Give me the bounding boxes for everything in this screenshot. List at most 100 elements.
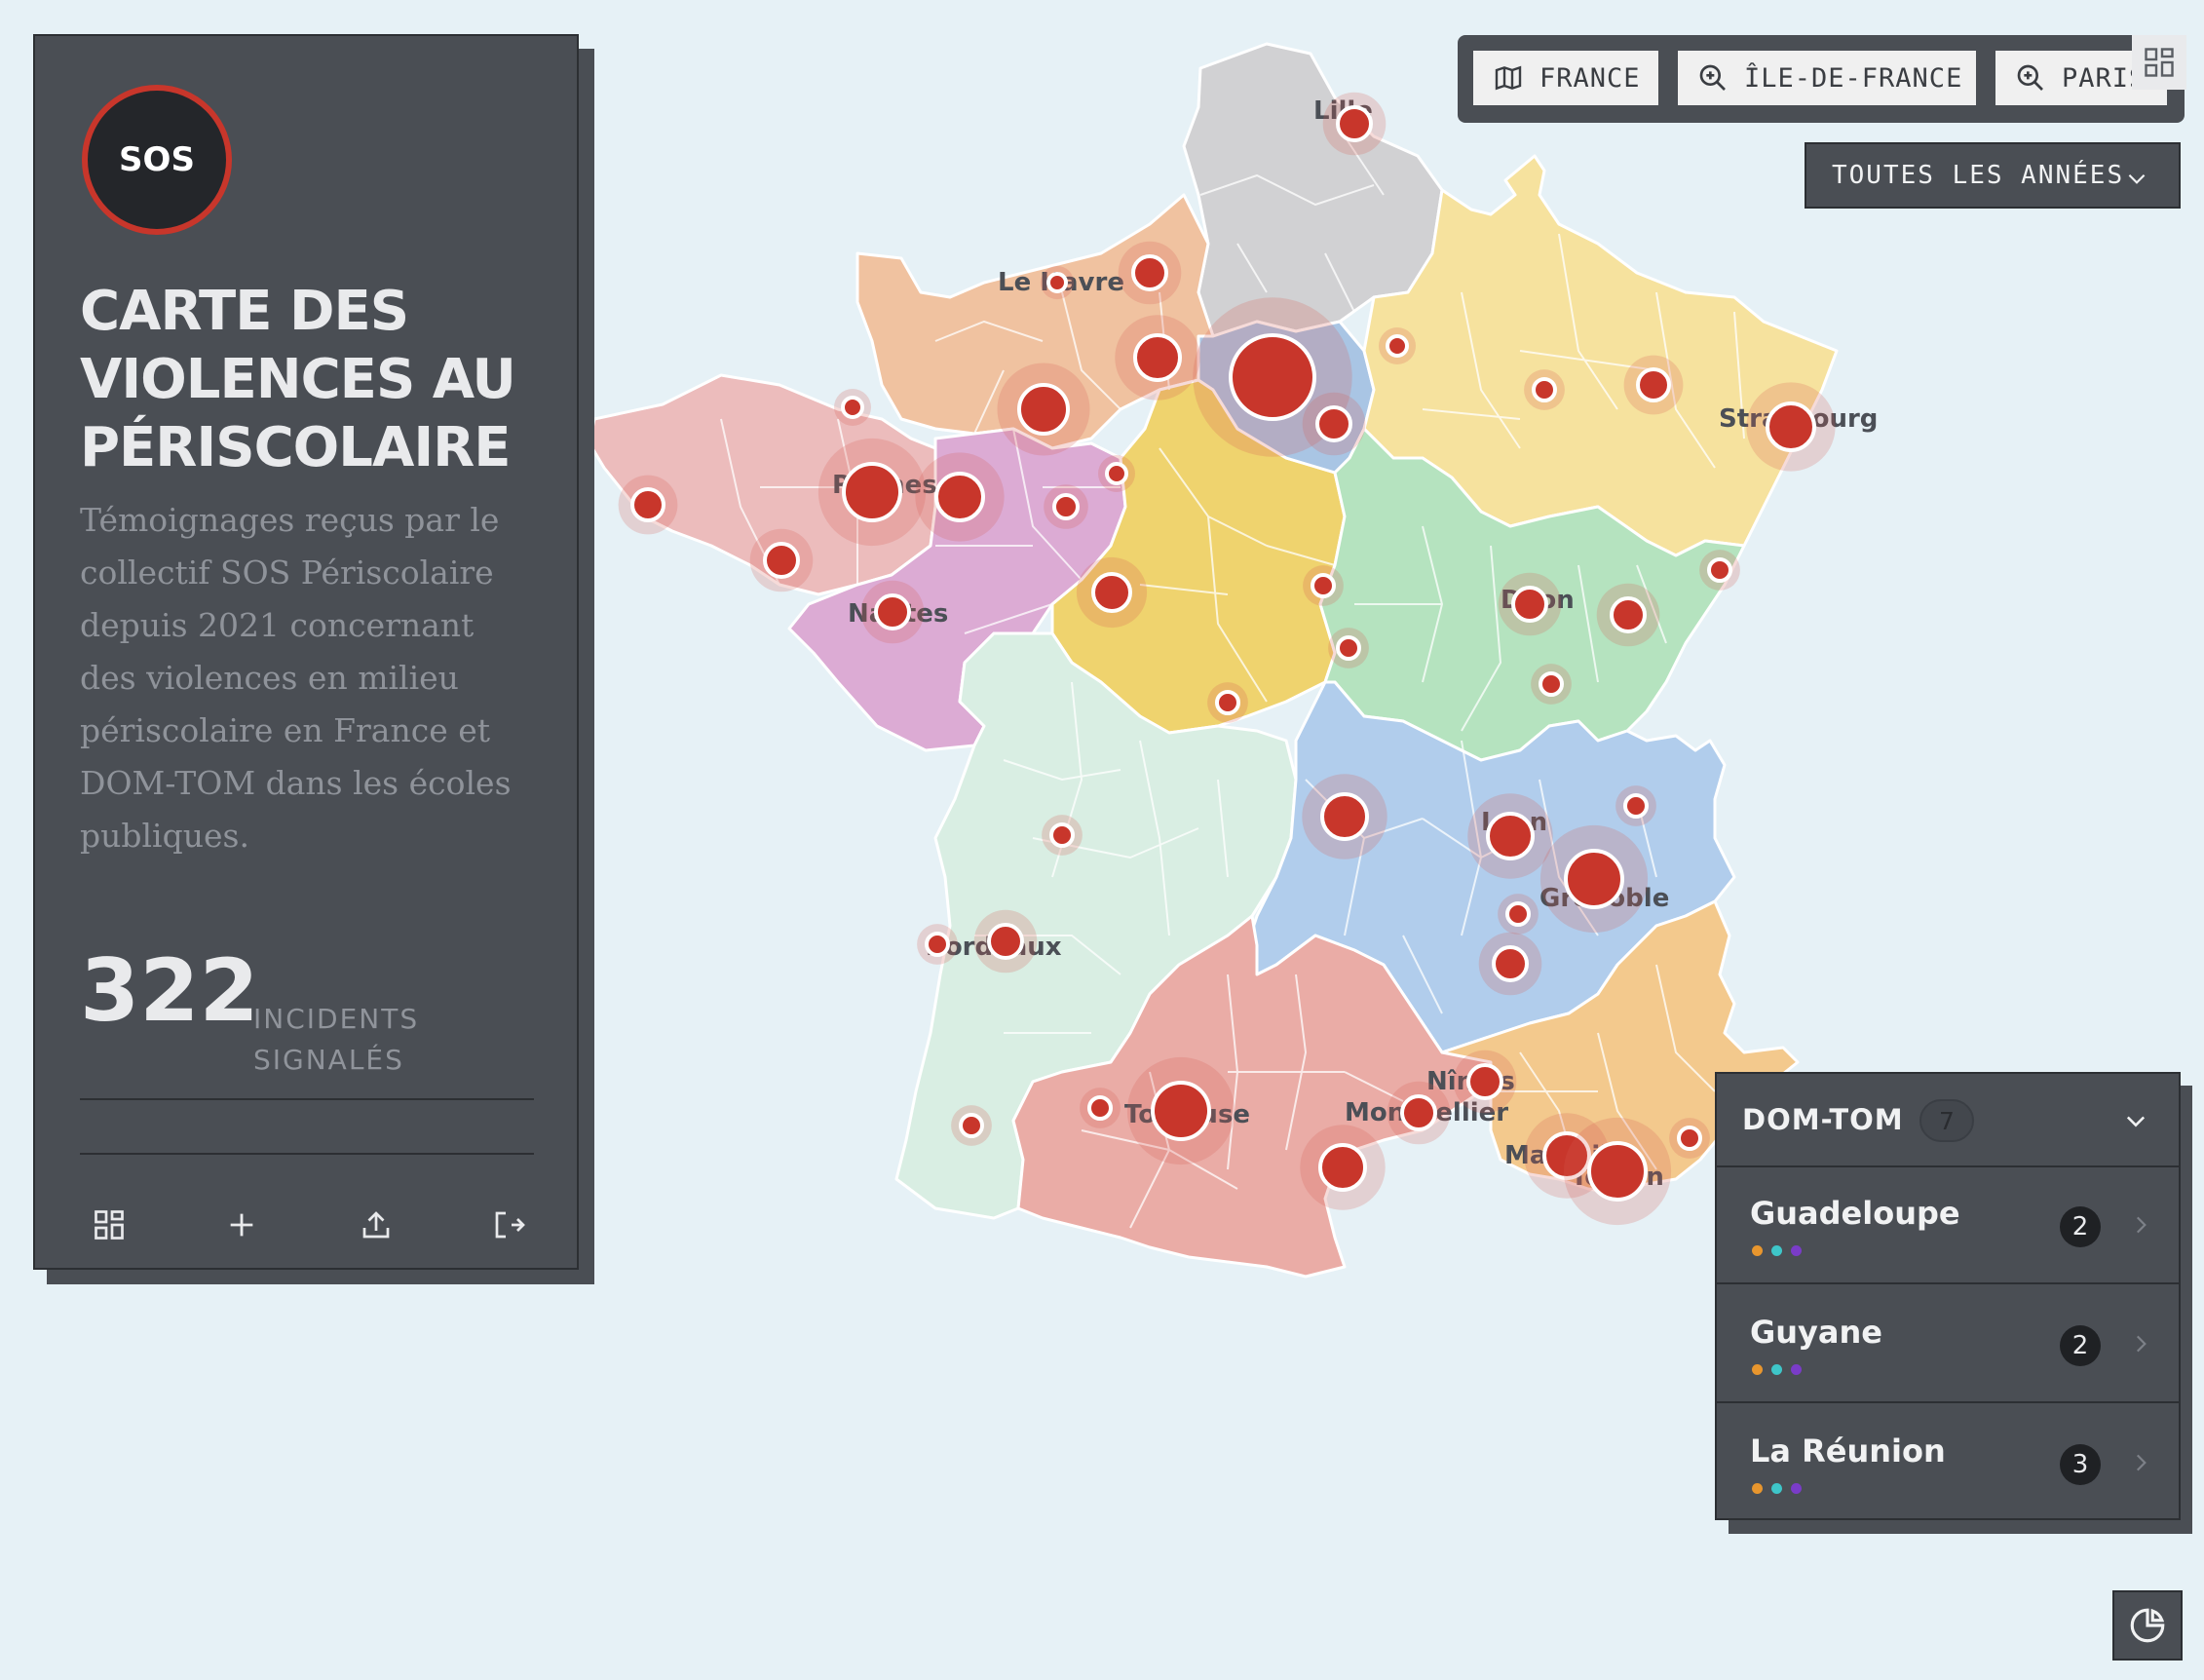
region-occitanie[interactable] [1011, 914, 1493, 1279]
domtom-item-name: Guadeloupe [1750, 1195, 1960, 1232]
incident-marker[interactable] [987, 923, 1024, 960]
domtom-item-count: 2 [2060, 1206, 2101, 1247]
incident-marker[interactable] [1091, 572, 1132, 613]
incident-marker[interactable] [1587, 1141, 1648, 1202]
domtom-item-la-reunion[interactable]: La Réunion 3 [1717, 1405, 2179, 1522]
category-dots [1752, 1483, 1802, 1494]
grid-view-button[interactable] [80, 1196, 138, 1254]
incident-marker[interactable] [1400, 1094, 1437, 1131]
sos-logo: SOS [82, 85, 232, 235]
incident-marker[interactable] [1636, 367, 1671, 402]
incident-marker[interactable] [1505, 901, 1531, 927]
incident-marker[interactable] [842, 462, 902, 522]
incident-marker[interactable] [1542, 1131, 1591, 1180]
divider [80, 1098, 534, 1100]
chevron-down-icon [2126, 1116, 2146, 1127]
incident-marker[interactable] [1564, 849, 1624, 909]
incident-marker[interactable] [1049, 822, 1075, 848]
incident-marker[interactable] [1052, 493, 1080, 520]
incident-count-label: INCIDENTS SIGNALÉS [253, 1003, 420, 1076]
domtom-item-guadeloupe[interactable]: Guadeloupe 2 [1717, 1167, 2179, 1284]
logout-icon [495, 1211, 525, 1239]
incident-marker[interactable] [630, 487, 665, 522]
zoom-ile-de-france-label: ÎLE-DE-FRANCE [1744, 62, 1963, 94]
incident-marker[interactable] [1486, 812, 1535, 860]
incident-marker[interactable] [1017, 383, 1070, 436]
incident-marker[interactable] [1320, 792, 1369, 841]
upload-icon [362, 1211, 390, 1239]
incident-marker[interactable] [1532, 377, 1557, 402]
plus-icon [230, 1213, 253, 1237]
statistics-button[interactable] [2112, 1590, 2183, 1661]
region-paca[interactable] [1440, 899, 1800, 1196]
incident-marker[interactable] [1492, 945, 1529, 982]
grid-icon [95, 1210, 124, 1240]
zoom-in-icon [2017, 64, 2043, 91]
incident-marker[interactable] [1707, 557, 1732, 583]
incident-marker[interactable] [1511, 586, 1548, 623]
year-filter-dropdown[interactable]: TOUTES LES ANNÉES [1805, 142, 2181, 209]
domtom-count-badge: 7 [1919, 1099, 1974, 1142]
zoom-in-icon [1699, 64, 1726, 91]
incident-marker[interactable] [763, 542, 800, 579]
zoom-ile-de-france-button[interactable]: ÎLE-DE-FRANCE [1678, 51, 1976, 105]
incident-marker[interactable] [1133, 333, 1182, 382]
logout-button[interactable] [479, 1196, 538, 1254]
layout-toggle-button[interactable] [2132, 35, 2186, 90]
chevron-right-icon [2136, 1454, 2147, 1471]
incident-marker[interactable] [1229, 333, 1316, 421]
incident-marker[interactable] [925, 932, 950, 957]
zoom-paris-label: PARIS [2062, 62, 2147, 94]
pie-chart-icon [2130, 1608, 2165, 1643]
incident-marker[interactable] [1336, 635, 1361, 661]
incident-marker[interactable] [1046, 272, 1068, 293]
domtom-item-count: 3 [2060, 1444, 2101, 1485]
incident-marker[interactable] [1677, 1126, 1702, 1151]
domtom-item-guyane[interactable]: Guyane 2 [1717, 1286, 2179, 1403]
incident-marker[interactable] [1151, 1081, 1211, 1141]
page-title: CARTE DES VIOLENCES AU PÉRISCOLAIRE [80, 280, 516, 479]
domtom-item-name: Guyane [1750, 1314, 1882, 1351]
domtom-panel: DOM-TOM 7 Guadeloupe 2 Guyane 2 La Réuni… [1715, 1072, 2181, 1520]
chevron-down-icon [2128, 173, 2146, 184]
layout-grid-icon [2145, 48, 2174, 77]
incident-marker[interactable] [1386, 334, 1409, 358]
zoom-france-label: FRANCE [1539, 62, 1641, 94]
incident-marker[interactable] [1105, 462, 1128, 485]
zoom-france-button[interactable]: FRANCE [1473, 51, 1658, 105]
incident-marker[interactable] [1311, 573, 1336, 598]
logo-text: SOS [119, 140, 195, 179]
incident-marker[interactable] [1766, 401, 1816, 452]
incident-marker[interactable] [1087, 1095, 1113, 1121]
incident-marker[interactable] [1131, 254, 1168, 291]
domtom-header[interactable]: DOM-TOM 7 [1717, 1074, 2179, 1167]
page-description: Témoignages reçus par le collectif SOS P… [80, 501, 512, 855]
category-dots [1752, 1364, 1802, 1375]
incident-marker[interactable] [841, 396, 864, 419]
category-dots [1752, 1245, 1802, 1256]
incident-marker[interactable] [959, 1113, 984, 1138]
incident-marker[interactable] [1610, 596, 1647, 633]
zoom-paris-button[interactable]: PARIS [1995, 51, 2167, 105]
incident-marker[interactable] [1539, 671, 1564, 697]
divider [80, 1153, 534, 1155]
share-button[interactable] [347, 1196, 405, 1254]
add-button[interactable] [212, 1196, 271, 1254]
incident-marker[interactable] [1318, 1143, 1367, 1192]
domtom-title: DOM-TOM [1742, 1103, 1904, 1136]
chevron-right-icon [2136, 1216, 2147, 1234]
zoom-toolbar: FRANCE ÎLE-DE-FRANCE PARIS [1458, 35, 2185, 123]
domtom-item-count: 2 [2060, 1325, 2101, 1366]
incident-marker[interactable] [874, 593, 911, 630]
incident-marker[interactable] [1466, 1063, 1503, 1100]
sidebar-panel: SOS CARTE DES VIOLENCES AU PÉRISCOLAIRE … [33, 34, 579, 1270]
incident-marker[interactable] [1336, 105, 1373, 142]
incident-marker[interactable] [1215, 690, 1240, 715]
chevron-right-icon [2136, 1335, 2147, 1353]
incident-marker[interactable] [1623, 793, 1649, 819]
incident-marker[interactable] [934, 472, 985, 522]
incident-count: 322 [80, 940, 259, 1041]
domtom-item-name: La Réunion [1750, 1432, 1946, 1470]
incident-marker[interactable] [1315, 405, 1352, 442]
